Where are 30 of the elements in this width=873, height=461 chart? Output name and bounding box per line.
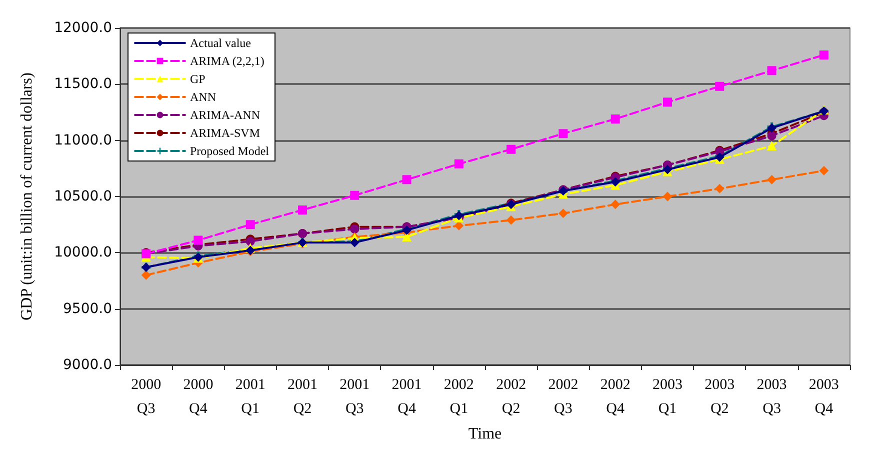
legend-label: ANN: [190, 90, 216, 104]
x-tick-label: 2001 Q1: [235, 377, 266, 417]
legend-label: ARIMA (2,2,1): [190, 54, 264, 68]
y-tick-label: 12000.0: [54, 20, 112, 36]
x-tick-label: 2003 Q2: [704, 377, 735, 417]
legend-label: Actual value: [190, 36, 251, 50]
legend-label: ARIMA-ANN: [190, 108, 260, 122]
legend-label: Proposed Model: [190, 144, 270, 158]
x-tick-label: 2001 Q4: [392, 377, 422, 417]
legend-label: ARIMA-SVM: [190, 126, 260, 140]
x-tick-label: 2000 Q3: [131, 377, 162, 417]
y-tick-label: 9000.0: [63, 357, 112, 373]
y-tick-label: 11500.0: [54, 76, 112, 92]
y-tick-label: 9500.0: [63, 300, 112, 317]
x-tick-label: 2002 Q3: [548, 377, 578, 417]
y-tick-label: 10000.0: [54, 244, 112, 261]
legend-label: GP: [190, 72, 206, 86]
x-tick-label: 2003 Q1: [652, 377, 682, 417]
x-tick-label: 2001 Q2: [288, 377, 318, 417]
y-tick-label: 10500.0: [54, 188, 112, 204]
x-tick-label: 2002 Q4: [600, 377, 630, 417]
y-tick-label: 11000.0: [54, 132, 112, 148]
x-axis-title: Time: [468, 425, 502, 442]
y-axis-title: GDP (unit:in billion of current dollars): [18, 72, 36, 320]
x-tick-label: 2003 Q4: [808, 377, 839, 417]
x-tick-label: 2003 Q3: [756, 377, 787, 417]
x-tick-label: 2002 Q1: [444, 377, 474, 417]
x-tick-label: 2002 Q2: [496, 377, 526, 417]
x-tick-label: 2000 Q4: [183, 377, 214, 417]
x-tick-label: 2001 Q3: [340, 377, 370, 417]
